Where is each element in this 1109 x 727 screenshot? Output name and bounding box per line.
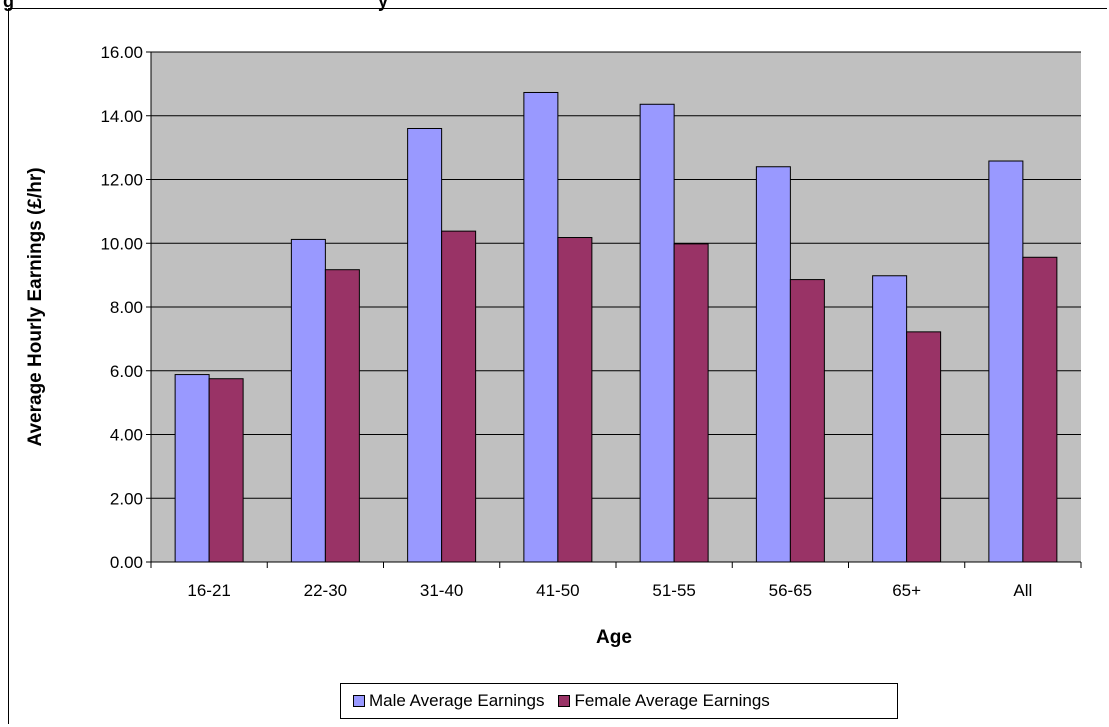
bar-female-22-30 — [324, 269, 360, 563]
bar-male-All — [988, 160, 1024, 563]
x-tick-label: 22-30 — [304, 581, 347, 600]
x-tick-label: 51-55 — [652, 581, 695, 600]
bar-female-16-21 — [208, 378, 244, 563]
legend-item-male: Male Average Earnings — [353, 691, 544, 711]
legend-item-female: Female Average Earnings — [558, 691, 770, 711]
x-tick-label: 16-21 — [187, 581, 230, 600]
bar-male-22-30 — [290, 238, 326, 563]
x-tick-label: All — [1013, 581, 1032, 600]
y-tick-label: 16.00 — [100, 43, 143, 62]
y-axis-label: Average Hourly Earnings (£/hr) — [25, 167, 46, 446]
y-tick-label: 14.00 — [100, 107, 143, 126]
legend-swatch-female — [558, 695, 571, 707]
legend-swatch-male — [353, 695, 365, 707]
y-tick-label: 12.00 — [100, 171, 143, 190]
y-tick-label: 10.00 — [100, 234, 143, 253]
bar-male-31-40 — [407, 128, 443, 563]
axes — [146, 51, 1082, 568]
x-tick-label: 31-40 — [420, 581, 463, 600]
bar-female-41-50 — [557, 237, 593, 563]
y-tick-label: 0.00 — [110, 553, 143, 572]
bar-male-51-55 — [639, 103, 675, 563]
bars — [174, 91, 1058, 563]
x-tick-labels: 16-21 22-30 31-40 41-50 51-55 56-65 65+ All — [187, 581, 1032, 600]
bar-male-65+ — [872, 275, 908, 563]
bar-male-56-65 — [755, 166, 791, 563]
figure-title-prefix: g — [3, 0, 14, 11]
x-axis-label: Age — [596, 627, 632, 648]
y-tick-label: 4.00 — [110, 426, 143, 445]
y-tick-labels: 0.00 2.00 4.00 6.00 8.00 10.00 12.00 14.00 16.00 — [100, 43, 143, 572]
x-tick-label: 56-65 — [769, 581, 812, 600]
legend-label-male: Male Average Earnings — [369, 691, 545, 710]
x-tick-label: 41-50 — [536, 581, 579, 600]
y-tick-label: 8.00 — [110, 298, 143, 317]
x-tick-label: 65+ — [892, 581, 921, 600]
figure-title-suffix: y — [378, 0, 389, 11]
legend: Male Average Earnings Female Average Ear… — [340, 683, 898, 719]
y-tick-label: 6.00 — [110, 362, 143, 381]
bar-male-41-50 — [523, 91, 559, 563]
bar-male-16-21 — [174, 374, 210, 563]
bar-female-65+ — [906, 331, 942, 563]
bar-female-51-55 — [673, 243, 709, 563]
legend-label-female: Female Average Earnings — [574, 691, 770, 710]
bar-female-56-65 — [789, 279, 825, 563]
y-tick-label: 2.00 — [110, 489, 143, 508]
bar-female-All — [1022, 256, 1058, 563]
chart-frame — [8, 8, 1107, 724]
bar-female-31-40 — [441, 230, 477, 563]
